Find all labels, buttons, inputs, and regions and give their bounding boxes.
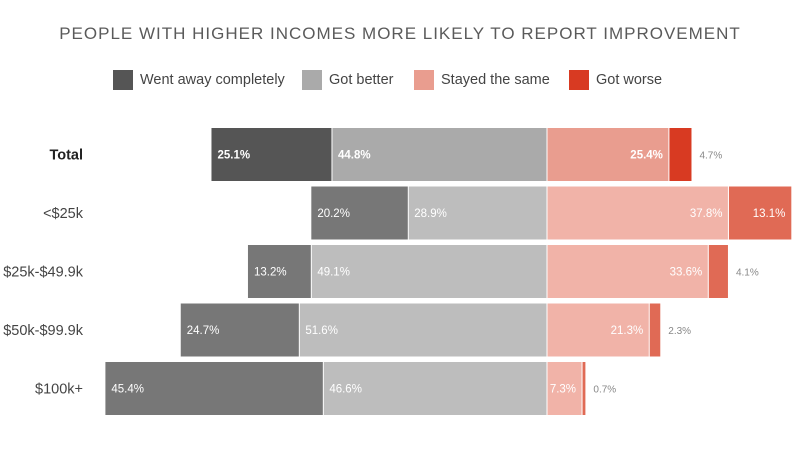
- category-label: Total: [49, 148, 83, 164]
- bar-got-better: [331, 128, 547, 181]
- category-label: <$25k: [43, 206, 84, 222]
- value-label-got-worse: 0.7%: [593, 385, 616, 396]
- value-label-got-better: 44.8%: [338, 150, 371, 162]
- bar-got-worse: [728, 186, 792, 240]
- legend-label-went-away: Went away completely: [140, 72, 285, 88]
- legend: Went away completely Got better Stayed t…: [0, 70, 800, 92]
- bar-stayed-same: [547, 245, 709, 298]
- legend-swatch-went-away: [113, 70, 133, 90]
- legend-item-stayed-same: Stayed the same: [414, 70, 550, 90]
- bar-got-better: [408, 186, 547, 240]
- value-label-got-worse: 4.1%: [736, 268, 759, 279]
- category-label: $25k-$49.9k: [3, 265, 84, 281]
- legend-label-got-better: Got better: [329, 72, 394, 88]
- bar-stayed-same: [547, 303, 650, 357]
- bar-got-worse: [708, 245, 728, 298]
- value-label-stayed-same: 37.8%: [690, 208, 723, 220]
- value-label-went-away: 25.1%: [217, 150, 250, 162]
- value-label-went-away: 20.2%: [317, 208, 350, 220]
- value-label-stayed-same: 21.3%: [611, 325, 644, 337]
- legend-swatch-got-better: [302, 70, 322, 90]
- bar-got-worse: [649, 303, 661, 357]
- bar-got-better: [299, 303, 547, 357]
- value-label-went-away: 24.7%: [187, 325, 220, 337]
- value-label-got-better: 49.1%: [317, 267, 350, 279]
- category-label: $50k-$99.9k: [3, 323, 84, 339]
- bar-stayed-same: [547, 128, 669, 181]
- value-label-got-worse: 4.7%: [699, 151, 722, 162]
- value-label-got-worse: 2.3%: [668, 326, 691, 337]
- legend-label-stayed-same: Stayed the same: [441, 72, 550, 88]
- legend-item-went-away: Went away completely: [113, 70, 285, 90]
- legend-item-got-worse: Got worse: [569, 70, 662, 90]
- value-label-went-away: 13.2%: [254, 267, 287, 279]
- value-label-got-better: 51.6%: [305, 325, 338, 337]
- bar-went-away: [247, 245, 312, 298]
- category-label: $100k+: [35, 382, 83, 398]
- bar-went-away: [105, 362, 324, 415]
- value-label-stayed-same: 25.4%: [630, 150, 663, 162]
- bar-got-worse: [668, 128, 692, 181]
- value-label-went-away: 45.4%: [111, 384, 144, 396]
- bar-got-worse: [582, 362, 586, 415]
- bar-went-away: [211, 128, 332, 181]
- legend-item-got-better: Got better: [302, 70, 393, 90]
- bar-went-away: [180, 303, 300, 357]
- bar-got-better: [311, 245, 547, 298]
- legend-label-got-worse: Got worse: [596, 72, 663, 88]
- legend-swatch-got-worse: [569, 70, 589, 90]
- chart-title: PEOPLE WITH HIGHER INCOMES MORE LIKELY T…: [59, 24, 741, 43]
- legend-swatch-stayed-same: [414, 70, 434, 90]
- bar-went-away: [311, 186, 409, 240]
- bar-stayed-same: [547, 186, 729, 240]
- value-label-got-worse: 13.1%: [753, 208, 786, 220]
- bar-stayed-same: [547, 362, 583, 415]
- value-label-got-better: 28.9%: [414, 208, 447, 220]
- value-label-got-better: 46.6%: [329, 384, 362, 396]
- value-label-stayed-same: 33.6%: [670, 267, 703, 279]
- bar-got-better: [323, 362, 547, 415]
- value-label-stayed-same: 7.3%: [550, 384, 576, 396]
